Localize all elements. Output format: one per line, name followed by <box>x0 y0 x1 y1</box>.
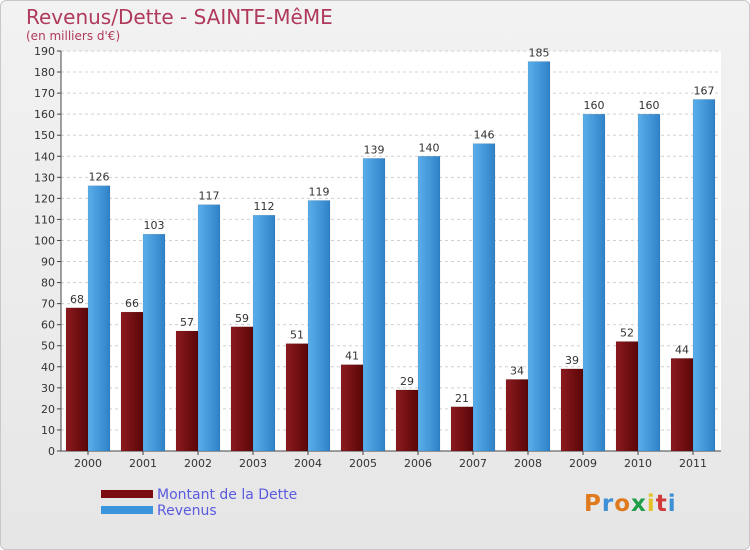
data-label-revenus: 139 <box>364 143 385 156</box>
logo-letter: x <box>631 491 647 517</box>
logo-letter: t <box>655 491 668 517</box>
logo-letter: i <box>667 491 677 517</box>
logo-letter: P <box>584 491 602 517</box>
bar-revenus <box>692 99 716 452</box>
bar-debt <box>395 389 419 452</box>
data-label-revenus: 103 <box>144 219 165 232</box>
bar-revenus <box>527 61 551 452</box>
y-tick-label: 160 <box>34 108 55 121</box>
y-tick-label: 90 <box>41 256 55 269</box>
bar-debt <box>560 368 584 452</box>
bar-revenus <box>362 158 386 452</box>
y-tick-label: 20 <box>41 403 55 416</box>
y-tick-label: 190 <box>34 45 55 58</box>
x-tick-label: 2010 <box>624 457 652 470</box>
y-tick-label: 70 <box>41 298 55 311</box>
data-label-revenus: 119 <box>309 185 330 198</box>
y-tick-label: 30 <box>41 382 55 395</box>
x-tick-label: 2007 <box>459 457 487 470</box>
logo-letter: i <box>646 491 656 517</box>
chart-subtitle: (en milliers d'€) <box>26 29 121 43</box>
bar-revenus <box>417 156 441 452</box>
x-tick-label: 2008 <box>514 457 542 470</box>
data-label-debt: 34 <box>510 364 524 377</box>
legend-swatch-debt <box>101 490 153 498</box>
y-tick-label: 110 <box>34 213 55 226</box>
data-label-revenus: 112 <box>254 200 275 213</box>
chart-title: Revenus/Dette - SAINTE-MêME <box>26 5 333 29</box>
bar-revenus <box>142 233 166 452</box>
data-label-revenus: 160 <box>639 99 660 112</box>
bar-debt <box>450 406 474 452</box>
data-label-revenus: 126 <box>89 171 110 184</box>
legend-swatch-revenus <box>101 506 153 514</box>
bar-revenus <box>252 214 276 452</box>
data-label-revenus: 167 <box>694 84 715 97</box>
legend-label-revenus: Revenus <box>157 503 217 519</box>
x-tick-label: 2003 <box>239 457 267 470</box>
y-tick-label: 100 <box>34 234 55 247</box>
bar-debt <box>230 326 254 452</box>
bar-debt <box>670 358 694 452</box>
data-label-debt: 57 <box>180 316 194 329</box>
bar-debt <box>120 311 144 452</box>
bar-revenus <box>307 200 331 452</box>
y-tick-label: 10 <box>41 424 55 437</box>
data-label-debt: 59 <box>235 312 249 325</box>
y-tick-label: 180 <box>34 66 55 79</box>
bar-debt <box>340 364 364 452</box>
logo-letter: o <box>614 491 632 517</box>
data-label-debt: 68 <box>70 293 84 306</box>
bar-debt <box>615 341 639 452</box>
x-tick-label: 2006 <box>404 457 432 470</box>
bar-debt <box>175 330 199 452</box>
data-label-debt: 21 <box>455 392 469 405</box>
y-tick-label: 60 <box>41 319 55 332</box>
data-label-debt: 44 <box>675 343 689 356</box>
bar-revenus <box>87 185 111 452</box>
bar-revenus <box>472 143 496 452</box>
logo-letter: r <box>601 491 615 517</box>
bar-debt <box>65 307 89 452</box>
plot-area <box>61 51 721 451</box>
y-tick-label: 150 <box>34 129 55 142</box>
legend-label-debt: Montant de la Dette <box>157 487 298 503</box>
y-tick-label: 140 <box>34 150 55 163</box>
y-tick-label: 130 <box>34 171 55 184</box>
y-tick-label: 50 <box>41 340 55 353</box>
y-tick-label: 170 <box>34 87 55 100</box>
y-tick-label: 0 <box>48 445 55 458</box>
data-label-debt: 51 <box>290 329 304 342</box>
bar-revenus <box>637 113 661 452</box>
bar-debt <box>505 379 529 452</box>
bar-debt <box>285 343 309 452</box>
bar-revenus <box>582 113 606 452</box>
x-tick-label: 2009 <box>569 457 597 470</box>
data-label-debt: 39 <box>565 354 579 367</box>
bar-revenus <box>197 204 221 452</box>
data-label-debt: 41 <box>345 350 359 363</box>
data-label-debt: 66 <box>125 297 139 310</box>
x-tick-label: 2001 <box>129 457 157 470</box>
y-tick-label: 120 <box>34 192 55 205</box>
data-label-debt: 29 <box>400 375 414 388</box>
bar-chart: 0 10 20 30 40 50 60 70 80 90 100 110 120 130 140 150 160… <box>34 45 721 470</box>
data-label-revenus: 185 <box>529 47 550 60</box>
x-tick-label: 2002 <box>184 457 212 470</box>
proxiti-logo: Proxiti <box>584 491 677 517</box>
data-label-revenus: 146 <box>474 129 495 142</box>
data-label-debt: 52 <box>620 327 634 340</box>
x-tick-label: 2004 <box>294 457 322 470</box>
data-label-revenus: 117 <box>199 190 220 203</box>
x-tick-label: 2011 <box>679 457 707 470</box>
y-tick-label: 40 <box>41 361 55 374</box>
data-label-revenus: 160 <box>584 99 605 112</box>
x-tick-label: 2000 <box>74 457 102 470</box>
data-label-revenus: 140 <box>419 141 440 154</box>
x-tick-label: 2005 <box>349 457 377 470</box>
y-tick-label: 80 <box>41 277 55 290</box>
